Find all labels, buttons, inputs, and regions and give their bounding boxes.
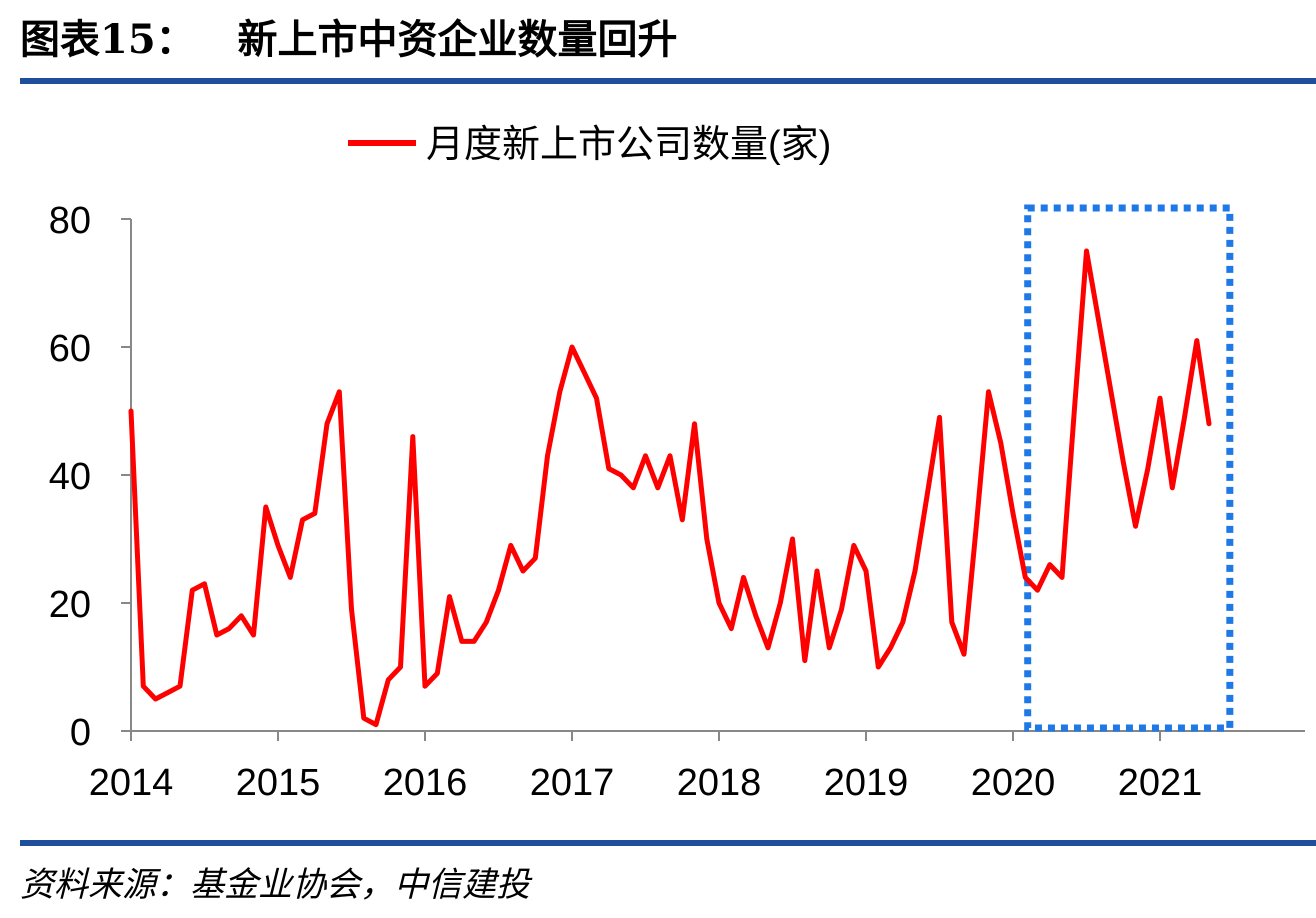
x-tick-label: 2021 [1118, 762, 1203, 804]
x-tick-label: 2015 [236, 762, 321, 804]
x-tick-label: 2019 [824, 762, 909, 804]
y-tick-label: 40 [49, 456, 91, 498]
x-tick-label: 2018 [677, 762, 762, 804]
x-tick-label: 2020 [971, 762, 1056, 804]
highlight-box [1024, 204, 1234, 732]
bottom-rule [20, 840, 1316, 846]
y-tick-label: 0 [70, 712, 91, 754]
y-tick-label: 80 [49, 200, 91, 242]
y-tick-label: 60 [49, 328, 91, 370]
x-tick-label: 2017 [530, 762, 615, 804]
y-tick-label: 20 [49, 584, 91, 626]
x-tick-label: 2014 [89, 762, 174, 804]
series-line [128, 248, 1212, 728]
x-tick-label: 2016 [383, 762, 468, 804]
chart-title: 图表15： 新上市中资企业数量回升 [20, 16, 678, 63]
top-rule [20, 78, 1316, 84]
source-note: 资料来源：基金业协会，中信建投 [20, 865, 530, 905]
legend-label: 月度新上市公司数量(家) [426, 124, 831, 166]
